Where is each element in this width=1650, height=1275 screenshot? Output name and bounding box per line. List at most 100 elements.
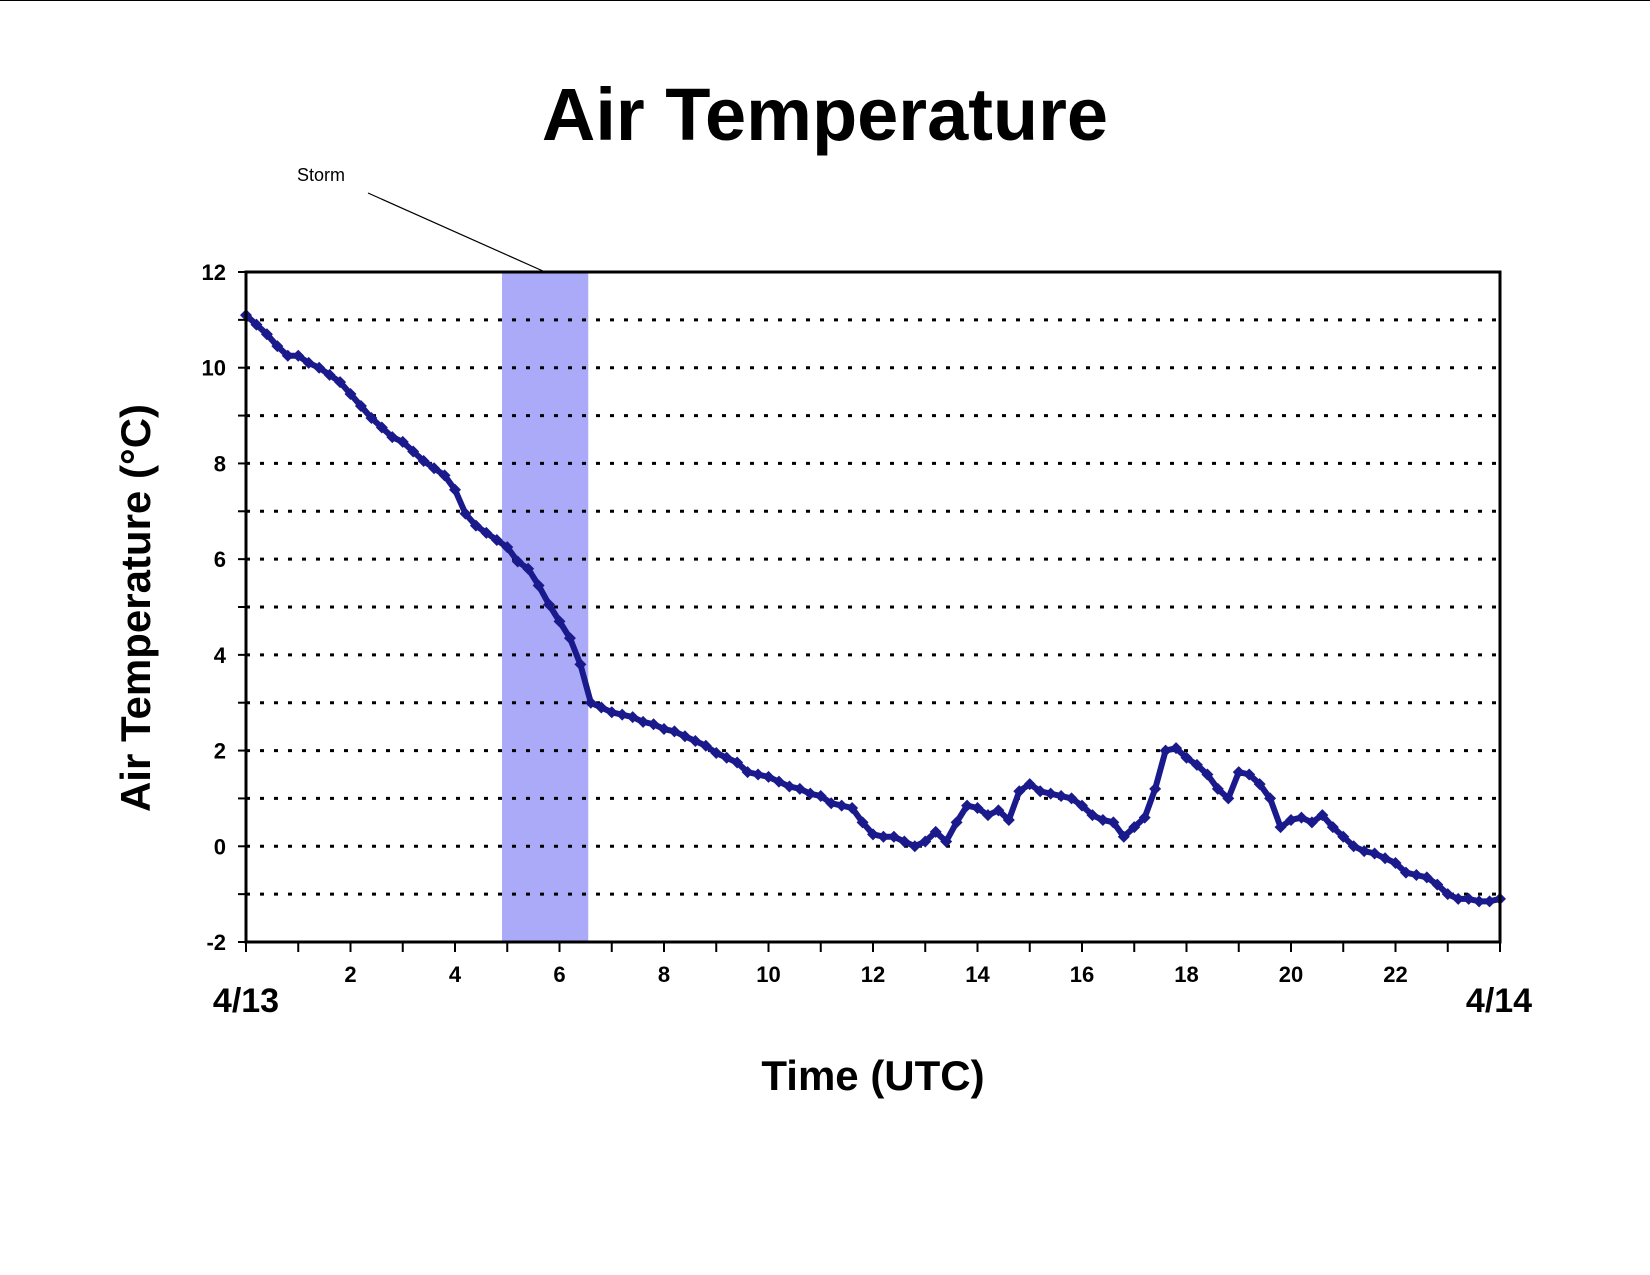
y-tick-label: 10 (202, 356, 226, 381)
data-point (1326, 821, 1339, 834)
data-point (271, 340, 284, 353)
data-point (354, 400, 367, 412)
data-point (1180, 751, 1193, 764)
data-point (449, 483, 461, 496)
data-point (1274, 821, 1287, 834)
data-point (1222, 792, 1235, 805)
data-point (250, 318, 263, 331)
data-point (658, 723, 670, 736)
data-point (1431, 878, 1444, 891)
data-point (1149, 782, 1162, 795)
data-point (877, 830, 890, 843)
data-point (365, 411, 378, 424)
data-point (605, 706, 618, 719)
data-point (919, 835, 932, 848)
data-point (428, 462, 441, 475)
data-point (1347, 840, 1360, 853)
data-point (323, 368, 336, 381)
data-point (961, 799, 974, 812)
data-point (1379, 852, 1392, 865)
x-tick-label: 22 (1383, 962, 1407, 987)
data-point (1002, 813, 1015, 826)
data-point (1316, 809, 1329, 822)
data-point (407, 445, 420, 458)
data-point (668, 725, 681, 738)
data-point (1285, 813, 1297, 826)
data-point (1117, 830, 1130, 843)
data-point (1076, 799, 1088, 812)
data-point (689, 735, 702, 747)
data-point (260, 328, 273, 341)
start-date-label: 4/13 (213, 982, 279, 1020)
data-point (375, 421, 388, 434)
x-tick-label: 12 (861, 962, 885, 987)
data-point (386, 431, 399, 444)
data-point (981, 809, 994, 822)
data-point (940, 835, 953, 848)
y-tick-label: 8 (214, 451, 226, 476)
y-tick-label: 2 (214, 739, 226, 764)
x-tick-label: 14 (965, 962, 990, 987)
data-point (1452, 892, 1465, 905)
data-point (313, 361, 326, 374)
data-point (1264, 792, 1277, 805)
data-point (292, 349, 305, 362)
x-tick-label: 6 (553, 962, 565, 987)
data-point (1170, 742, 1183, 755)
y-tick-label: -2 (206, 930, 226, 955)
data-point (543, 598, 556, 611)
data-point (1358, 845, 1371, 858)
data-point (1295, 811, 1308, 824)
data-point (1253, 778, 1266, 791)
data-point (699, 739, 712, 752)
data-point (574, 658, 587, 671)
data-point (438, 469, 451, 482)
data-point (1305, 816, 1318, 829)
data-point (804, 787, 817, 800)
data-point (553, 615, 566, 628)
data-point (480, 526, 493, 539)
data-point (1368, 847, 1381, 860)
data-point (1473, 895, 1486, 908)
data-point (532, 579, 545, 592)
data-point (1138, 811, 1151, 824)
data-point (511, 555, 524, 568)
data-point (1410, 869, 1423, 881)
data-point (898, 835, 911, 848)
x-axis: 2 4 6 8 10 12 14 16 18 20 22 (245, 942, 1501, 987)
data-point (678, 730, 691, 743)
data-point (825, 797, 838, 810)
data-point (1034, 785, 1047, 798)
data-point (1441, 888, 1454, 901)
y-tick-label: 12 (202, 260, 226, 285)
y-tick-label: 0 (214, 834, 226, 859)
data-point (1201, 768, 1214, 781)
data-point (783, 780, 796, 793)
data-point (417, 455, 430, 468)
y-tick-label: 6 (214, 547, 226, 572)
storm-band (502, 272, 589, 942)
data-point (1399, 866, 1412, 879)
data-point (1337, 830, 1350, 843)
data-point (929, 825, 942, 838)
data-point (637, 715, 650, 728)
data-point (867, 828, 879, 841)
data-point (1462, 892, 1475, 905)
data-point (731, 756, 744, 769)
data-point (459, 507, 472, 520)
data-point (752, 768, 765, 781)
data-point (814, 790, 827, 803)
y-tick-label: 4 (214, 643, 227, 668)
data-point (1211, 782, 1224, 795)
data-point (522, 562, 535, 575)
data-point (302, 356, 315, 369)
data-point (887, 830, 900, 843)
data-point (1159, 744, 1172, 757)
x-tick-label: 16 (1070, 962, 1094, 987)
x-axis-label: Time (UTC) (761, 1052, 984, 1099)
data-point (1044, 787, 1057, 800)
data-point (1065, 792, 1078, 805)
y-axis: -2 0 2 4 6 8 10 12 (202, 260, 246, 955)
chart-title: Air Temperature (542, 73, 1108, 156)
